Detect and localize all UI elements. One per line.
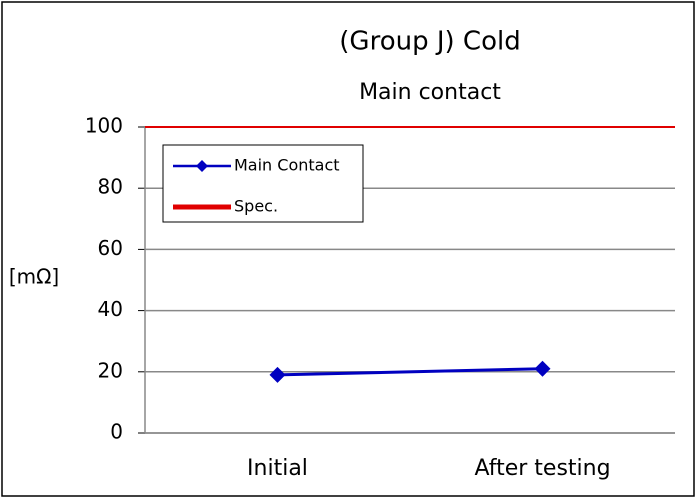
y-tick-label: 80 (98, 175, 123, 199)
line-series (277, 367, 543, 377)
legend-label: Spec. (234, 197, 278, 216)
y-tick-label: 20 (98, 358, 123, 382)
y-tick-label: 0 (110, 420, 123, 444)
y-tick-label: 60 (98, 236, 123, 260)
chart-subtitle: Main contact (359, 80, 501, 105)
y-tick-label: 100 (85, 114, 123, 138)
legend-marker (196, 160, 208, 172)
legend-label: Main Contact (234, 156, 340, 175)
point-marker (534, 360, 551, 377)
y-axis-label: [mΩ] (9, 265, 59, 289)
y-tick-label: 40 (98, 297, 123, 321)
chart-title: (Group J) Cold (339, 27, 520, 57)
x-tick-label: After testing (474, 456, 610, 481)
point-marker (269, 366, 286, 383)
x-tick-label: Initial (247, 456, 308, 481)
